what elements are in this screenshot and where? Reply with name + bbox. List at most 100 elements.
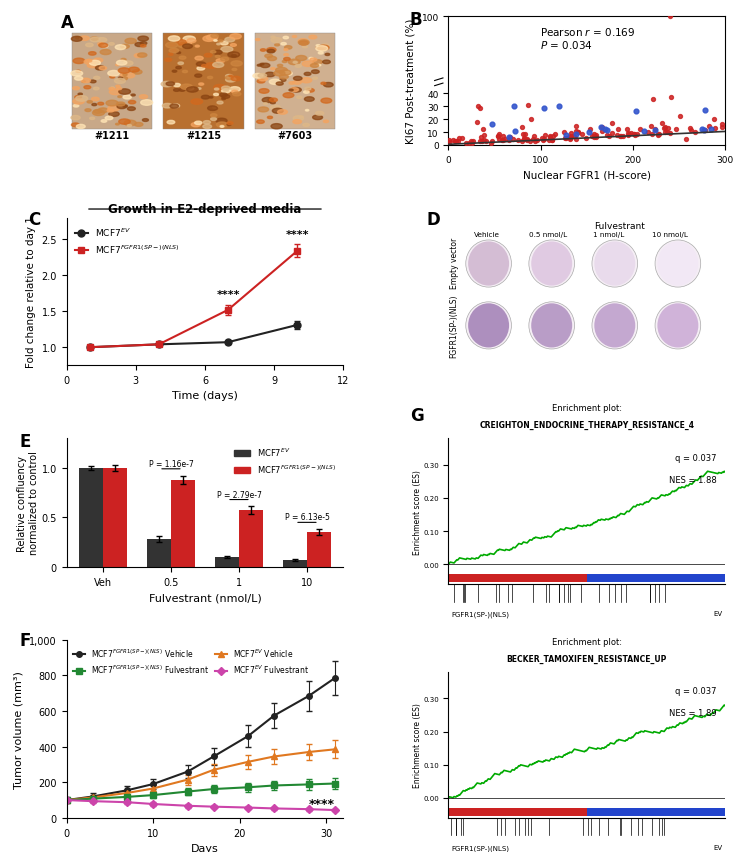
Circle shape bbox=[229, 88, 241, 93]
Text: Enrichment plot:: Enrichment plot: bbox=[552, 403, 622, 412]
Circle shape bbox=[75, 71, 81, 73]
Circle shape bbox=[214, 95, 218, 96]
Circle shape bbox=[201, 66, 207, 68]
Circle shape bbox=[84, 60, 95, 65]
Circle shape bbox=[293, 81, 301, 85]
Text: EV: EV bbox=[713, 611, 722, 617]
Circle shape bbox=[73, 88, 79, 90]
Circle shape bbox=[260, 64, 270, 68]
Circle shape bbox=[198, 65, 206, 69]
Point bbox=[709, 123, 721, 136]
Circle shape bbox=[73, 59, 85, 65]
Text: 1 nmol/L: 1 nmol/L bbox=[593, 232, 625, 238]
Circle shape bbox=[107, 110, 114, 113]
Circle shape bbox=[201, 96, 209, 100]
Circle shape bbox=[109, 112, 119, 118]
Circle shape bbox=[258, 108, 269, 112]
Point bbox=[699, 104, 711, 118]
Point bbox=[521, 133, 533, 147]
Circle shape bbox=[302, 62, 314, 67]
Bar bbox=[103, 469, 127, 567]
Circle shape bbox=[169, 55, 173, 56]
Circle shape bbox=[230, 35, 241, 40]
Circle shape bbox=[253, 74, 263, 79]
Circle shape bbox=[226, 78, 236, 83]
Circle shape bbox=[181, 85, 192, 90]
Circle shape bbox=[262, 98, 273, 103]
Y-axis label: Fold change relative to day 1: Fold change relative to day 1 bbox=[26, 216, 36, 368]
Text: q = 0.037: q = 0.037 bbox=[676, 687, 717, 695]
Circle shape bbox=[115, 86, 120, 88]
Circle shape bbox=[316, 47, 323, 50]
Circle shape bbox=[98, 44, 107, 49]
Circle shape bbox=[179, 57, 186, 60]
Circle shape bbox=[81, 79, 90, 83]
Point bbox=[606, 117, 618, 130]
Point bbox=[451, 135, 463, 149]
Ellipse shape bbox=[655, 302, 701, 349]
Circle shape bbox=[118, 69, 130, 74]
Circle shape bbox=[141, 45, 146, 48]
Y-axis label: KI67 Post-treatment (%): KI67 Post-treatment (%) bbox=[406, 19, 416, 144]
Circle shape bbox=[259, 89, 269, 95]
Circle shape bbox=[297, 97, 302, 100]
Circle shape bbox=[278, 111, 287, 115]
Circle shape bbox=[109, 43, 114, 46]
Text: G: G bbox=[410, 406, 423, 424]
Circle shape bbox=[215, 56, 220, 59]
Point bbox=[570, 125, 582, 139]
Circle shape bbox=[134, 55, 144, 59]
Circle shape bbox=[232, 69, 237, 72]
Ellipse shape bbox=[657, 304, 699, 348]
Circle shape bbox=[321, 99, 332, 104]
Point bbox=[563, 131, 575, 145]
Circle shape bbox=[169, 44, 175, 47]
Circle shape bbox=[275, 44, 280, 47]
Circle shape bbox=[216, 63, 220, 66]
Point bbox=[564, 132, 576, 146]
Circle shape bbox=[86, 44, 93, 48]
Point bbox=[476, 131, 488, 145]
Text: B: B bbox=[410, 10, 423, 29]
Point bbox=[565, 130, 576, 143]
Circle shape bbox=[257, 121, 264, 124]
Point bbox=[519, 128, 531, 141]
Text: Fulvestrant: Fulvestrant bbox=[595, 222, 645, 231]
Circle shape bbox=[216, 119, 227, 124]
Circle shape bbox=[100, 50, 111, 55]
Point bbox=[531, 134, 542, 147]
Circle shape bbox=[228, 53, 240, 58]
Circle shape bbox=[195, 122, 202, 125]
Circle shape bbox=[139, 95, 147, 100]
Text: ****: **** bbox=[309, 797, 335, 810]
Circle shape bbox=[212, 63, 223, 68]
Circle shape bbox=[318, 53, 323, 55]
Circle shape bbox=[175, 41, 186, 46]
Circle shape bbox=[290, 89, 298, 93]
Circle shape bbox=[263, 104, 267, 106]
Circle shape bbox=[231, 78, 240, 82]
Point bbox=[456, 132, 468, 146]
Y-axis label: Tumor volume (mm³): Tumor volume (mm³) bbox=[14, 671, 24, 788]
Point bbox=[599, 123, 610, 136]
Circle shape bbox=[75, 96, 87, 102]
Circle shape bbox=[310, 59, 317, 62]
Point bbox=[659, 121, 670, 135]
Circle shape bbox=[177, 53, 181, 55]
Point bbox=[704, 119, 716, 133]
X-axis label: Nuclear FGFR1 (H-score): Nuclear FGFR1 (H-score) bbox=[523, 170, 651, 180]
Circle shape bbox=[216, 60, 225, 64]
Circle shape bbox=[141, 101, 152, 106]
Circle shape bbox=[303, 91, 309, 95]
Circle shape bbox=[292, 89, 301, 93]
Circle shape bbox=[323, 83, 333, 88]
Circle shape bbox=[97, 38, 107, 43]
Circle shape bbox=[178, 43, 189, 49]
Circle shape bbox=[306, 111, 309, 112]
Point bbox=[471, 116, 482, 130]
Circle shape bbox=[209, 97, 213, 99]
Circle shape bbox=[221, 87, 230, 91]
Point bbox=[544, 130, 556, 143]
Point bbox=[708, 113, 720, 127]
Point bbox=[522, 99, 534, 112]
